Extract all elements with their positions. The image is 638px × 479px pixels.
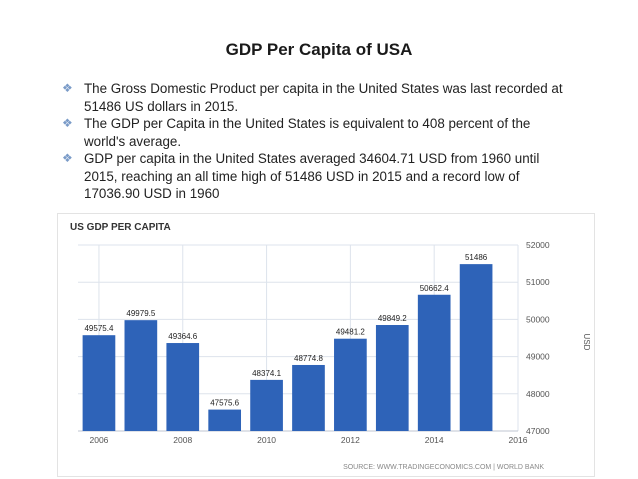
diamond-bullet-icon: ❖ [62,151,73,165]
bullet-text: The Gross Domestic Product per capita in… [84,81,563,114]
y-tick-label: 47000 [526,426,550,436]
x-tick-label: 2008 [173,435,192,445]
y-tick-label: 51000 [526,277,550,287]
y-tick-label: 49000 [526,352,550,362]
bar-2012 [334,338,367,431]
y-tick-layer: 47000 48000 49000 50000 51000 52000 [526,240,550,436]
y-axis-label: USD [582,334,591,351]
chart-panel: US GDP PER CAPITA 49575.4 49979.5 49364.6 4… [57,213,595,477]
bar-2013 [375,325,409,431]
value-label-2008: 49364.6 [168,332,197,341]
y-tick-label: 52000 [526,240,550,250]
bullet-item: ❖ The Gross Domestic Product per capita … [62,80,572,115]
bar-2014 [417,294,451,431]
value-label-2009: 47575.6 [210,399,239,408]
gdp-bar-chart: US GDP PER CAPITA 49575.449979.549364.64… [70,222,591,471]
slide-title: GDP Per Capita of USA [225,40,413,59]
bar-2011 [292,364,325,431]
x-tick-label: 2012 [341,435,360,445]
bar-layer [82,264,493,431]
value-label-2007: 49979.5 [126,309,155,318]
bullet-text: The GDP per Capita in the United States … [84,116,531,149]
bar-2010 [250,379,283,431]
x-tick-label: 2006 [89,435,108,445]
bullet-item: ❖ GDP per capita in the United States av… [62,150,572,203]
bar-2007 [124,320,158,431]
bar-2008 [166,343,200,431]
x-tick-label: 2014 [425,435,444,445]
diamond-bullet-icon: ❖ [62,116,73,130]
x-tick-label: 2010 [257,435,276,445]
bullet-list: ❖ The Gross Domestic Product per capita … [62,80,572,203]
value-label-2010: 48374.1 [252,369,281,378]
x-tick-label: 2016 [509,435,528,445]
chart-source: SOURCE: WWW.TRADINGECONOMICS.COM | WORLD… [343,464,544,471]
y-tick-label: 50000 [526,314,550,324]
value-label-2013: 49849.2 [378,314,407,323]
bar-2015 [459,264,493,431]
bar-2009 [208,409,242,431]
x-tick-layer: 2006 2008 2010 2012 2014 2016 [89,435,527,445]
value-label-layer: 49575.4 49979.5 49364.6 47575.6 48374.1 48774… [84,253,487,407]
diamond-bullet-icon: ❖ [62,81,73,95]
value-label-2014: 50662.4 [420,284,449,293]
value-label-2006: 49575.4 [84,324,113,333]
value-label-2012: 49481.2 [336,328,365,337]
bullet-item: ❖ The GDP per Capita in the United State… [62,115,572,150]
bar-2006 [82,335,116,431]
value-label-2015: 51486 [465,253,488,262]
y-tick-label: 48000 [526,389,550,399]
bullet-text: GDP per capita in the United States aver… [84,151,540,201]
chart-title: US GDP PER CAPITA [70,222,171,233]
value-label-2011: 48774.8 [294,354,323,363]
